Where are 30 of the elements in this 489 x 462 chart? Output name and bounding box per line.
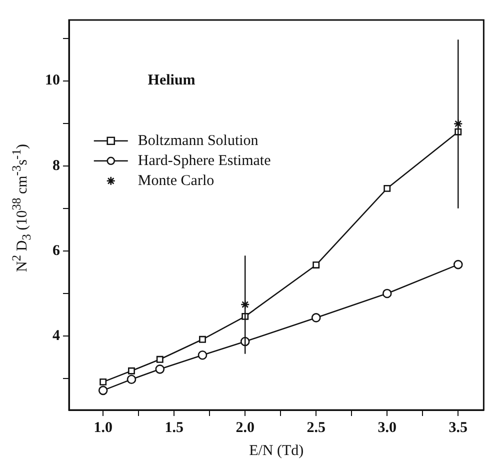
x-tick-label: 1.0 — [94, 420, 112, 436]
y-tick-label: 4 — [52, 328, 60, 344]
point — [453, 260, 463, 270]
x-tick-label: 2.0 — [236, 420, 254, 436]
annotation: Helium — [148, 72, 196, 88]
point — [156, 356, 164, 363]
point — [128, 367, 135, 374]
y-tick-label: 6 — [52, 242, 60, 259]
x-axis-title: E/N (Td) — [249, 442, 304, 459]
legend-label: Hard-Sphere Estimate — [138, 152, 272, 169]
point — [311, 313, 321, 322]
x-tick-label: 3.5 — [448, 420, 468, 436]
x-tick-label: 1.5 — [164, 420, 184, 436]
point — [199, 336, 206, 343]
point — [126, 374, 136, 384]
y-tick-label: 10 — [45, 72, 60, 89]
point — [198, 350, 208, 360]
legend-label: Boltzmann Solution — [138, 132, 259, 149]
point — [240, 300, 250, 310]
y-tick-label: 8 — [52, 158, 60, 174]
x-tick-label: 3.0 — [378, 420, 396, 436]
point — [155, 364, 165, 374]
point — [100, 378, 107, 386]
point — [453, 119, 463, 128]
legend-label: Monte Carlo — [138, 172, 214, 189]
point — [384, 184, 391, 192]
point — [98, 386, 108, 396]
point — [382, 288, 392, 298]
point — [312, 261, 320, 268]
x-tick-label: 2.5 — [306, 420, 326, 436]
